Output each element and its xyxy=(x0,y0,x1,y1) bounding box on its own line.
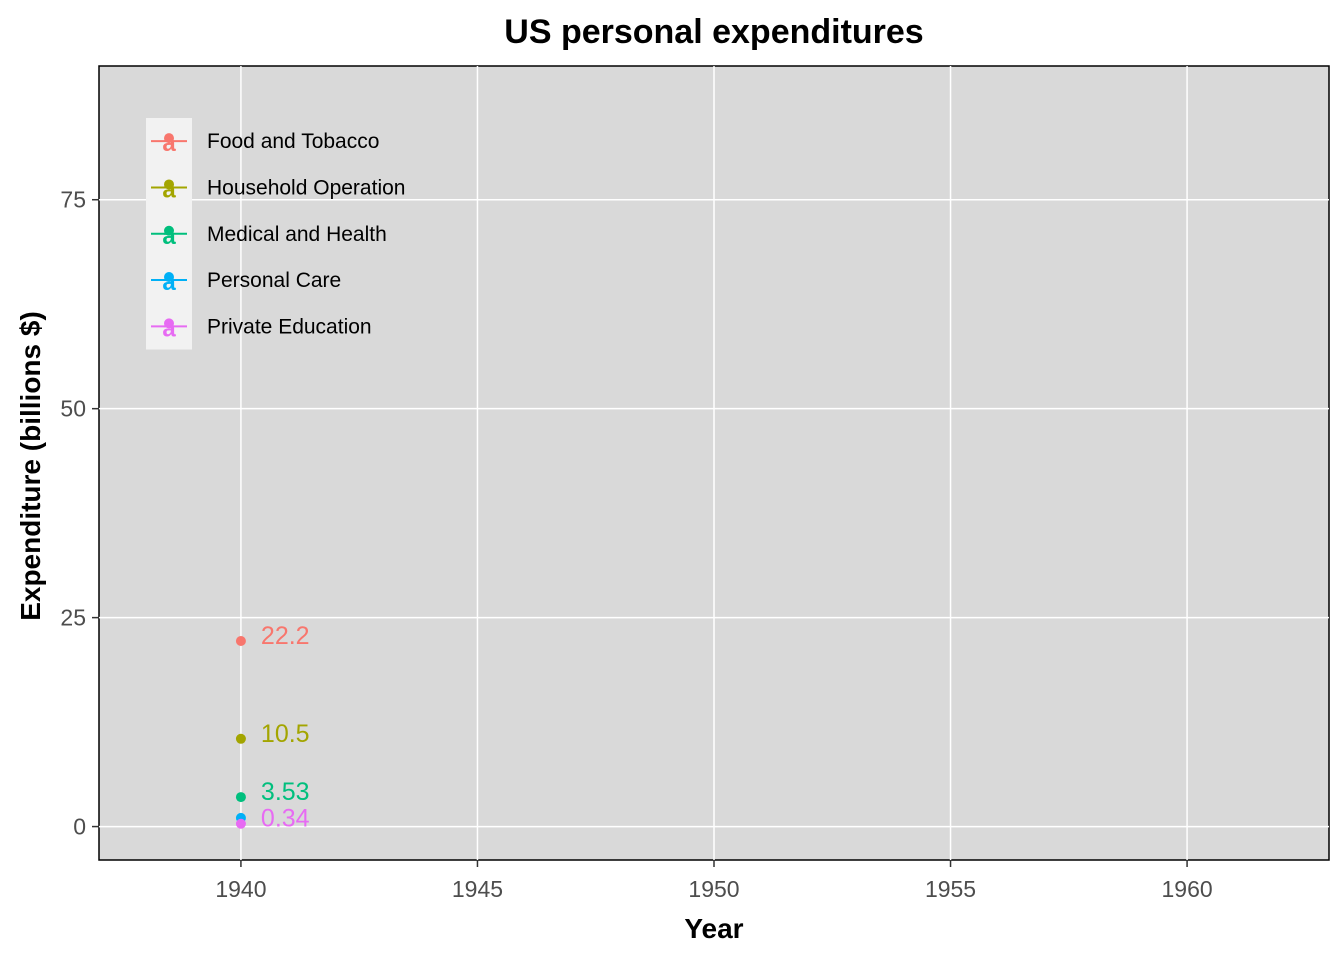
y-tick-label: 50 xyxy=(60,396,86,422)
legend-key-point xyxy=(164,318,174,329)
data-point xyxy=(235,818,246,829)
x-tick-label: 1940 xyxy=(215,876,266,902)
y-tick-label: 75 xyxy=(60,187,86,213)
data-label: 0.34 xyxy=(261,805,310,833)
legend-label: Food and Tobacco xyxy=(207,130,379,153)
data-point xyxy=(235,792,246,803)
y-tick-label: 0 xyxy=(73,814,86,840)
data-point xyxy=(235,733,246,744)
legend-key-point xyxy=(164,179,174,190)
x-tick-label: 1945 xyxy=(452,876,503,902)
legend-label: Personal Care xyxy=(207,269,341,292)
chart-title: US personal expenditures xyxy=(504,13,923,51)
legend-item: a Food and Tobacco xyxy=(151,130,379,157)
axes: 1940 1945 1950 1955 1960 0 25 50 75 xyxy=(60,187,1212,902)
data-label: 22.2 xyxy=(261,622,310,650)
legend-key-point xyxy=(164,272,174,283)
legend-item: a Household Operation xyxy=(151,176,405,203)
data-marks: 22.2 10.5 3.530.34 xyxy=(235,622,310,833)
legend: a Food and Tobacco a Household Operation a Me… xyxy=(146,118,405,350)
legend-key-point xyxy=(164,225,174,236)
legend-label: Household Operation xyxy=(207,176,405,199)
y-tick-label: 25 xyxy=(60,605,86,631)
legend-label: Private Education xyxy=(207,315,372,338)
legend-item: a Personal Care xyxy=(151,269,341,296)
legend-label: Medical and Health xyxy=(207,223,387,246)
x-tick-label: 1955 xyxy=(925,876,976,902)
legend-item: a Medical and Health xyxy=(151,223,387,250)
data-label: 10.5 xyxy=(261,720,310,748)
x-tick-label: 1950 xyxy=(688,876,739,902)
legend-item: a Private Education xyxy=(151,315,372,342)
grid-lines xyxy=(99,66,1329,860)
legend-key-glyph: a xyxy=(162,176,176,203)
data-point xyxy=(235,636,246,647)
legend-key-glyph: a xyxy=(162,130,176,157)
x-axis-title: Year xyxy=(684,913,743,944)
y-axis-title: Expenditure (billions $) xyxy=(15,311,46,621)
legend-key-glyph: a xyxy=(162,315,176,342)
legend-key-glyph: a xyxy=(162,223,176,250)
legend-key-glyph: a xyxy=(162,269,176,296)
legend-key-point xyxy=(164,133,174,144)
x-tick-label: 1960 xyxy=(1161,876,1212,902)
data-label: 3.53 xyxy=(261,778,310,806)
